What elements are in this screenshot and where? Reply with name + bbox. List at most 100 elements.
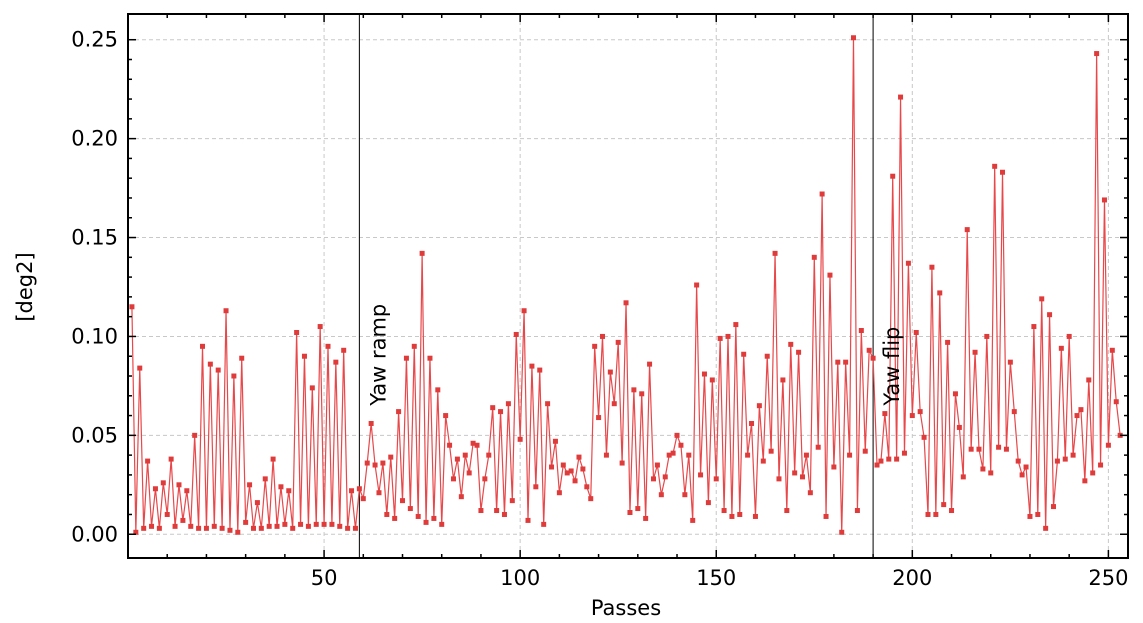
data-point — [819, 191, 825, 197]
data-point — [356, 486, 362, 492]
data-point — [305, 523, 311, 529]
data-point — [878, 458, 884, 464]
data-point — [360, 496, 366, 502]
data-point — [580, 466, 586, 472]
data-point — [1090, 470, 1096, 476]
data-point — [286, 488, 292, 494]
data-point — [329, 521, 335, 527]
data-point — [1047, 312, 1053, 318]
annotation-label: Yaw flip — [880, 327, 904, 407]
x-tick-label: 150 — [696, 566, 736, 590]
data-point — [254, 500, 260, 506]
data-point — [745, 452, 751, 458]
data-point — [164, 511, 170, 517]
data-point — [658, 492, 664, 498]
data-point — [909, 413, 915, 419]
data-point — [670, 450, 676, 456]
data-point — [258, 525, 264, 531]
data-point — [345, 525, 351, 531]
data-point — [149, 523, 155, 529]
data-point — [188, 523, 194, 529]
data-point — [1043, 525, 1049, 531]
data-point — [231, 373, 237, 379]
y-tick-label: 0.15 — [71, 226, 118, 250]
data-point — [211, 523, 217, 529]
data-point — [996, 444, 1002, 450]
data-point — [270, 456, 276, 462]
data-point — [290, 525, 296, 531]
data-points — [129, 35, 1123, 535]
data-point — [1031, 324, 1037, 330]
data-point — [196, 525, 202, 531]
data-point — [368, 420, 374, 426]
data-point — [509, 498, 515, 504]
data-point — [486, 452, 492, 458]
data-point — [521, 308, 527, 314]
data-point — [533, 484, 539, 490]
data-point — [501, 511, 507, 517]
data-point — [556, 490, 562, 496]
data-point — [333, 359, 339, 365]
data-point — [152, 486, 158, 492]
data-point — [470, 440, 476, 446]
y-tick-label: 0.05 — [71, 423, 118, 447]
series-line — [131, 37, 1121, 533]
x-axis-title: Passes — [591, 596, 661, 620]
data-point — [466, 470, 472, 476]
data-point — [698, 472, 704, 478]
data-point — [807, 490, 813, 496]
data-point — [725, 333, 731, 339]
data-point — [682, 492, 688, 498]
data-point — [1015, 458, 1021, 464]
data-point — [294, 329, 300, 335]
data-point — [572, 478, 578, 484]
data-point — [925, 511, 931, 517]
data-point — [513, 331, 519, 337]
data-point — [607, 369, 613, 375]
data-point — [419, 250, 425, 256]
data-point — [1003, 446, 1009, 452]
y-axis-title: [deg2] — [13, 252, 37, 321]
x-tick-label: 200 — [892, 566, 932, 590]
data-point — [133, 529, 139, 535]
data-point — [854, 508, 860, 514]
annotation-labels: Yaw ramp Yaw flip — [366, 304, 904, 407]
data-point — [172, 523, 178, 529]
data-point — [443, 413, 449, 419]
data-point — [458, 494, 464, 500]
data-point — [184, 488, 190, 494]
data-point — [776, 476, 782, 482]
data-point — [917, 409, 923, 415]
axis-ticks — [128, 14, 1128, 558]
data-point — [905, 260, 911, 266]
data-point — [235, 529, 241, 535]
data-point — [643, 515, 649, 521]
x-tick-label: 50 — [311, 566, 338, 590]
data-point — [584, 484, 590, 490]
data-point — [1050, 504, 1056, 510]
data-point — [850, 35, 856, 41]
series-layer — [131, 37, 1121, 533]
data-point — [1023, 464, 1029, 470]
data-point — [827, 272, 833, 278]
data-point — [796, 349, 802, 355]
data-point — [1011, 409, 1017, 415]
data-point — [1000, 169, 1006, 175]
data-point — [992, 163, 998, 169]
data-point — [423, 519, 429, 525]
data-point — [760, 458, 766, 464]
data-point — [1098, 462, 1104, 468]
data-point — [219, 525, 225, 531]
data-point — [1101, 197, 1107, 203]
data-point — [415, 513, 421, 519]
data-point — [792, 470, 798, 476]
data-point — [215, 367, 221, 373]
data-point — [627, 510, 633, 515]
data-point — [313, 521, 319, 527]
data-point — [635, 506, 641, 512]
data-point — [439, 521, 445, 527]
data-point — [274, 523, 280, 529]
data-point — [400, 498, 406, 504]
data-point — [541, 521, 547, 527]
data-point — [890, 173, 896, 179]
